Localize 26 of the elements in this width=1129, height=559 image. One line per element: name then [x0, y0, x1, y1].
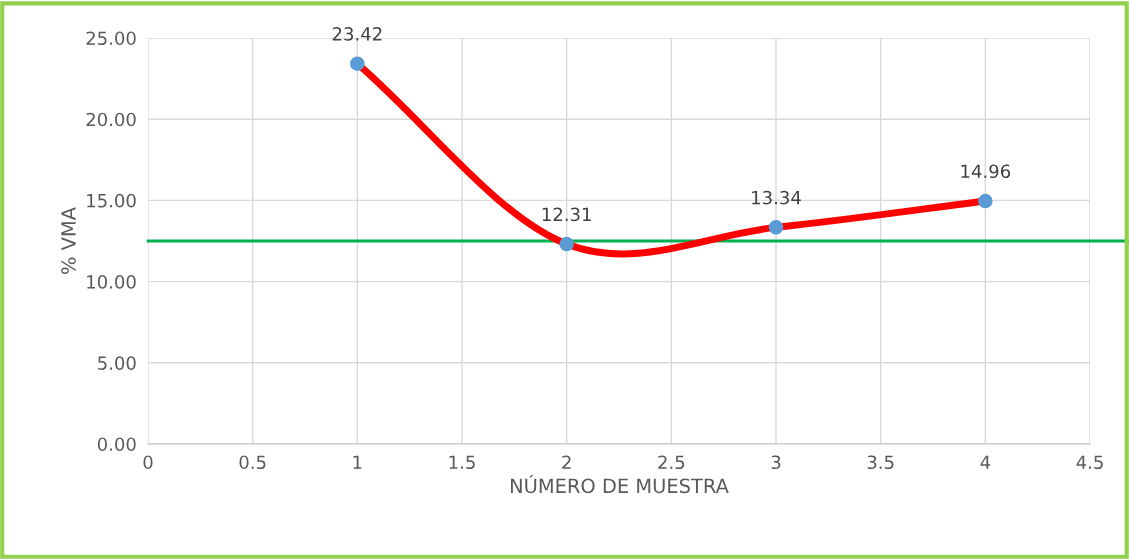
data-label: 14.96 — [961, 164, 1011, 179]
y-tick-label: 20.00 — [86, 112, 136, 127]
data-label: 12.31 — [542, 207, 591, 222]
y-tick-label: 15.00 — [87, 193, 136, 208]
x-tick-label: 0 — [143, 455, 153, 470]
y-axis-title: % VMA — [61, 207, 76, 274]
point — [350, 56, 365, 71]
x-tick-label: 0.5 — [239, 455, 266, 470]
point — [559, 236, 574, 252]
data-label: 13.34 — [752, 190, 801, 205]
y-tick-label: 5.00 — [98, 356, 136, 370]
x-tick-label: 2.5 — [658, 455, 685, 470]
data-label: 23.42 — [332, 27, 382, 41]
x-tick-label: 3 — [771, 455, 781, 470]
y-tick-label: 10.00 — [87, 275, 136, 289]
point — [978, 193, 993, 209]
x-axis-title: NÚMERO DE MUESTRA — [511, 474, 729, 494]
x-tick-label: 2 — [562, 455, 571, 469]
y-tick-label: 0.00 — [97, 437, 136, 452]
x-tick-label: 4 — [980, 455, 991, 469]
point — [768, 220, 784, 235]
x-tick-label: 1 — [353, 455, 362, 469]
x-tick-label: 4.5 — [1076, 455, 1103, 470]
x-tick-label: 3.5 — [867, 455, 894, 470]
x-tick-label: 1.5 — [449, 455, 475, 470]
y-tick-label: 25.00 — [86, 31, 136, 46]
